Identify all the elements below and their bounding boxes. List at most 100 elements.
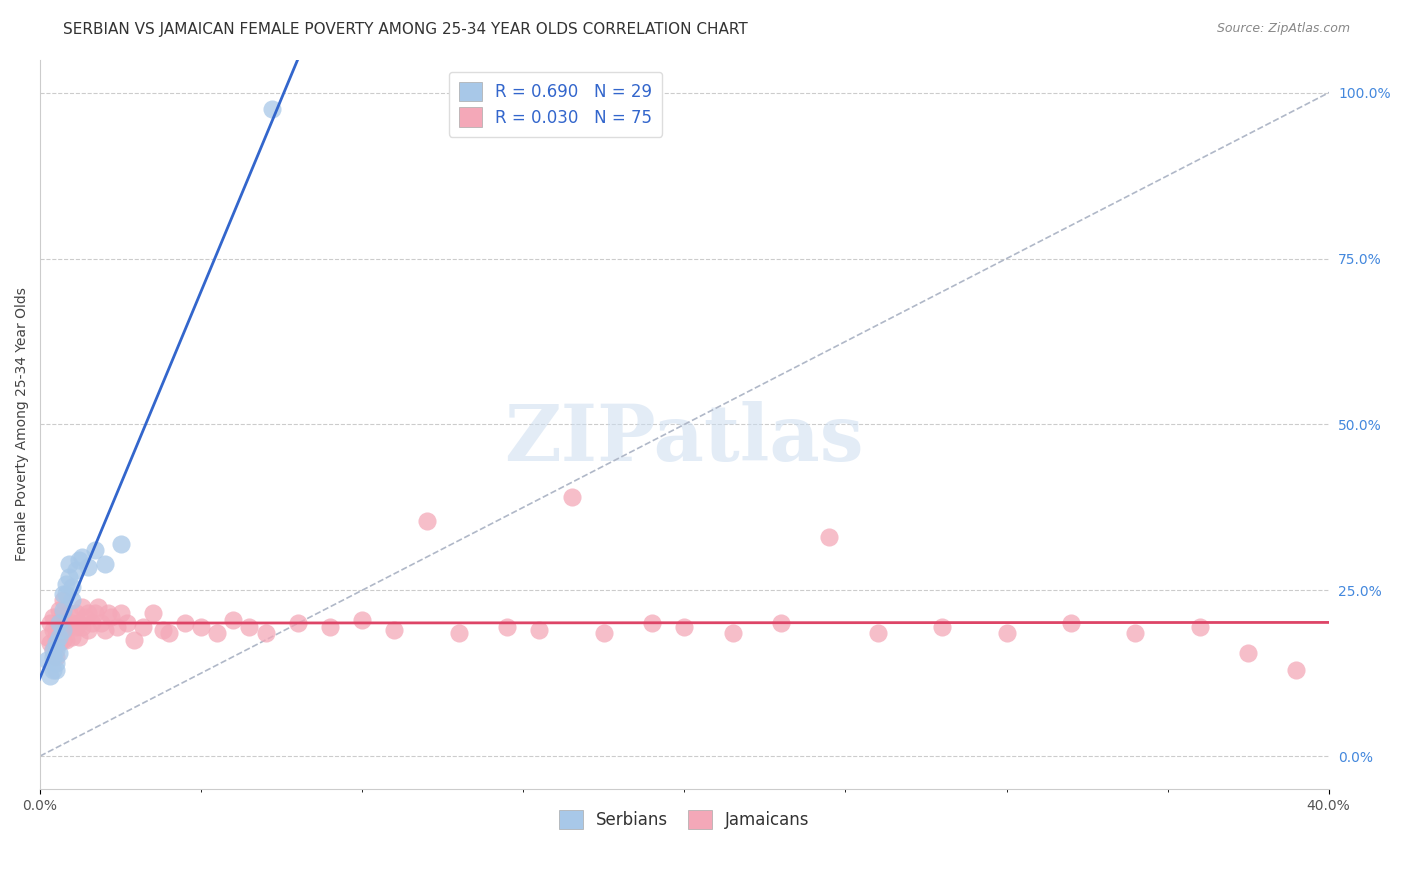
- Point: [254, 626, 277, 640]
- Point: [52, 603, 75, 617]
- Point: [65, 563, 87, 577]
- Point: [55, 576, 77, 591]
- Point: [287, 616, 309, 631]
- Point: [58, 607, 80, 621]
- Point: [67, 553, 90, 567]
- Point: [122, 632, 145, 647]
- Point: [260, 103, 283, 117]
- Point: [673, 620, 696, 634]
- Point: [45, 636, 67, 650]
- Point: [58, 620, 80, 634]
- Point: [35, 653, 58, 667]
- Point: [45, 643, 67, 657]
- Point: [48, 616, 70, 631]
- Point: [818, 530, 841, 544]
- Point: [207, 626, 229, 640]
- Text: ZIPatlas: ZIPatlas: [505, 401, 865, 477]
- Point: [42, 609, 65, 624]
- Point: [48, 616, 70, 631]
- Point: [115, 616, 138, 631]
- Point: [38, 636, 60, 650]
- Point: [42, 663, 65, 677]
- Point: [238, 620, 260, 634]
- Point: [60, 593, 83, 607]
- Point: [42, 649, 65, 664]
- Point: [55, 586, 77, 600]
- Point: [319, 620, 342, 634]
- Point: [45, 663, 67, 677]
- Point: [38, 669, 60, 683]
- Point: [152, 623, 174, 637]
- Point: [48, 603, 70, 617]
- Point: [447, 626, 470, 640]
- Point: [97, 607, 120, 621]
- Point: [45, 656, 67, 670]
- Point: [415, 514, 437, 528]
- Point: [42, 643, 65, 657]
- Point: [222, 613, 245, 627]
- Point: [1125, 626, 1147, 640]
- Point: [87, 599, 110, 614]
- Point: [52, 586, 75, 600]
- Point: [107, 620, 129, 634]
- Point: [83, 543, 105, 558]
- Legend: Serbians, Jamaicans: Serbians, Jamaicans: [553, 803, 815, 836]
- Point: [55, 632, 77, 647]
- Point: [529, 623, 551, 637]
- Point: [60, 580, 83, 594]
- Point: [1285, 663, 1308, 677]
- Point: [110, 537, 132, 551]
- Point: [75, 609, 97, 624]
- Point: [157, 626, 180, 640]
- Point: [65, 620, 87, 634]
- Point: [67, 630, 90, 644]
- Point: [55, 616, 77, 631]
- Y-axis label: Female Poverty Among 25-34 Year Olds: Female Poverty Among 25-34 Year Olds: [15, 287, 30, 561]
- Point: [132, 620, 155, 634]
- Point: [77, 607, 100, 621]
- Point: [52, 623, 75, 637]
- Point: [52, 632, 75, 647]
- Point: [42, 643, 65, 657]
- Point: [93, 557, 115, 571]
- Point: [384, 623, 406, 637]
- Point: [592, 626, 614, 640]
- Point: [174, 616, 197, 631]
- Point: [110, 607, 132, 621]
- Point: [52, 607, 75, 621]
- Point: [48, 630, 70, 644]
- Point: [190, 620, 212, 634]
- Point: [48, 636, 70, 650]
- Point: [90, 616, 112, 631]
- Point: [866, 626, 889, 640]
- Point: [45, 649, 67, 664]
- Point: [496, 620, 519, 634]
- Point: [769, 616, 792, 631]
- Point: [52, 620, 75, 634]
- Point: [58, 570, 80, 584]
- Point: [1060, 616, 1083, 631]
- Text: SERBIAN VS JAMAICAN FEMALE POVERTY AMONG 25-34 YEAR OLDS CORRELATION CHART: SERBIAN VS JAMAICAN FEMALE POVERTY AMONG…: [63, 22, 748, 37]
- Point: [45, 630, 67, 644]
- Point: [45, 623, 67, 637]
- Point: [60, 630, 83, 644]
- Point: [561, 491, 583, 505]
- Point: [1237, 646, 1260, 660]
- Point: [931, 620, 953, 634]
- Point: [100, 609, 122, 624]
- Point: [83, 607, 105, 621]
- Point: [70, 599, 93, 614]
- Text: Source: ZipAtlas.com: Source: ZipAtlas.com: [1216, 22, 1350, 36]
- Point: [995, 626, 1018, 640]
- Point: [60, 616, 83, 631]
- Point: [67, 616, 90, 631]
- Point: [58, 557, 80, 571]
- Point: [721, 626, 744, 640]
- Point: [70, 550, 93, 565]
- Point: [352, 613, 374, 627]
- Point: [35, 630, 58, 644]
- Point: [65, 607, 87, 621]
- Point: [641, 616, 664, 631]
- Point: [48, 646, 70, 660]
- Point: [1188, 620, 1211, 634]
